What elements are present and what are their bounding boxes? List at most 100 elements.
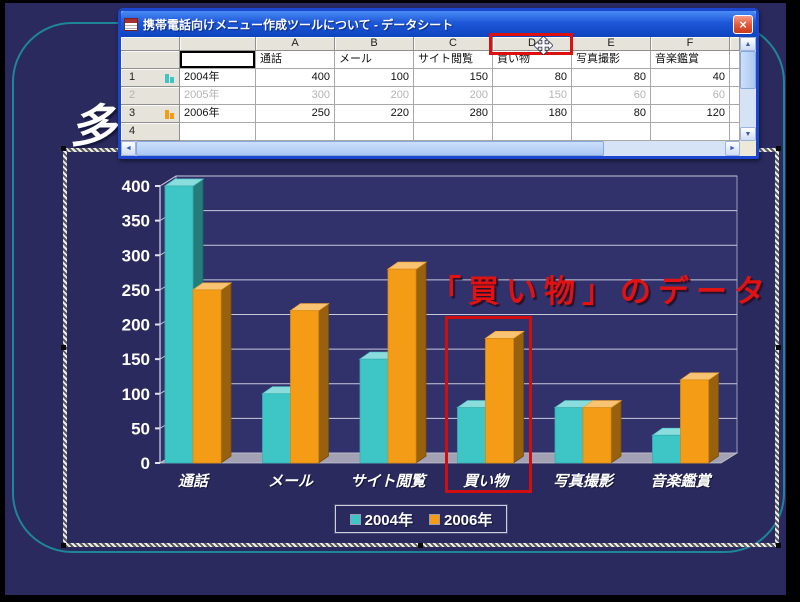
horizontal-scroll-track[interactable] xyxy=(604,141,725,156)
chart-bar[interactable] xyxy=(554,407,584,464)
value-cell[interactable] xyxy=(572,123,651,141)
value-cell[interactable]: 60 xyxy=(572,87,651,105)
selection-handle[interactable] xyxy=(61,345,66,350)
selection-handle[interactable] xyxy=(418,543,423,548)
column-header-C[interactable]: C xyxy=(414,37,493,51)
chart-bar[interactable] xyxy=(359,358,389,464)
row-header-blank[interactable] xyxy=(121,51,180,69)
category-cell[interactable]: 音楽鑑賞 xyxy=(651,51,730,69)
vertical-scrollbar[interactable]: ▲ ▼ xyxy=(740,37,756,141)
category-cell[interactable]: 写真撮影 xyxy=(572,51,651,69)
close-button[interactable]: × xyxy=(733,14,753,34)
value-cell[interactable]: 100 xyxy=(335,69,414,87)
chart-bar[interactable] xyxy=(262,393,291,464)
selection-handle[interactable] xyxy=(776,345,781,350)
chart-legend[interactable]: 2004年 2006年 xyxy=(335,505,507,533)
chart-bar-side[interactable] xyxy=(708,372,719,464)
category-cell[interactable]: 買い物 xyxy=(493,51,572,69)
datasheet-grid: A B C D E F 通話 メール サイト閲覧 買い物 写真撮影 音楽鑑賞 1 2004年 400 100 1… xyxy=(121,37,740,142)
value-cell[interactable]: 250 xyxy=(256,105,335,123)
chart-bar[interactable] xyxy=(192,289,222,464)
selection-handle[interactable] xyxy=(776,146,781,151)
chart-bar-side[interactable] xyxy=(220,282,232,464)
series-label-cell[interactable]: 2005年 xyxy=(180,87,256,105)
y-axis-tick-label: 400 xyxy=(122,177,150,196)
chart-bar-side[interactable] xyxy=(318,302,329,464)
selected-cell[interactable] xyxy=(180,51,256,69)
horizontal-scroll-thumb[interactable] xyxy=(136,141,604,156)
label-column-header[interactable] xyxy=(180,37,256,51)
y-axis-tick-label: 300 xyxy=(122,246,150,265)
value-cell[interactable]: 300 xyxy=(256,87,335,105)
series-label-cell[interactable]: 2004年 xyxy=(180,69,256,87)
value-cell[interactable]: 200 xyxy=(414,87,493,105)
column-header-E[interactable]: E xyxy=(572,37,651,51)
value-cell[interactable]: 280 xyxy=(414,105,493,123)
selection-handle[interactable] xyxy=(61,543,66,548)
table-row: 4 xyxy=(121,123,740,141)
value-cell[interactable]: 60 xyxy=(651,87,730,105)
category-cell[interactable]: サイト閲覧 xyxy=(414,51,493,69)
row-header-1[interactable]: 1 xyxy=(121,69,180,87)
resize-gripper[interactable] xyxy=(740,141,756,156)
highlight-rect-shopping-bars[interactable] xyxy=(445,316,532,493)
window-titlebar[interactable]: 携帯電話向けメニュー作成ツールについて - データシート × xyxy=(121,11,756,37)
legend-item[interactable]: 2004年 xyxy=(349,509,413,530)
value-cell[interactable] xyxy=(493,123,572,141)
value-cell[interactable]: 80 xyxy=(493,69,572,87)
value-cell[interactable]: 200 xyxy=(335,87,414,105)
corner-header[interactable] xyxy=(121,37,180,51)
chart-bar-side[interactable] xyxy=(415,261,427,464)
horizontal-scrollbar[interactable]: ◄ ► xyxy=(121,141,756,156)
annotation-shopping-data[interactable]: 「買い物」のデータ xyxy=(430,274,772,309)
y-axis-tick-label: 100 xyxy=(122,385,150,404)
chart-bar[interactable] xyxy=(485,337,514,464)
selection-handle[interactable] xyxy=(61,146,66,151)
value-cell[interactable]: 150 xyxy=(414,69,493,87)
scroll-right-button[interactable]: ► xyxy=(725,141,740,156)
chart-bar[interactable] xyxy=(680,379,709,464)
chart-bar[interactable] xyxy=(290,310,319,464)
table-row: 3 2006年 250 220 280 180 80 120 xyxy=(121,105,740,123)
scroll-down-button[interactable]: ▼ xyxy=(740,127,756,141)
category-cell[interactable]: メール xyxy=(335,51,414,69)
vertical-scroll-track[interactable] xyxy=(740,89,756,127)
value-cell[interactable]: 80 xyxy=(572,105,651,123)
value-cell[interactable]: 150 xyxy=(493,87,572,105)
chart-bar[interactable] xyxy=(652,434,681,464)
column-header-F[interactable]: F xyxy=(651,37,730,51)
series-label-cell[interactable]: 2006年 xyxy=(180,105,256,123)
column-header-B[interactable]: B xyxy=(335,37,414,51)
gridline xyxy=(159,175,177,187)
selection-handle[interactable] xyxy=(776,543,781,548)
vertical-scroll-thumb[interactable] xyxy=(740,51,756,89)
x-axis-category-shadow: 音楽鑑賞 xyxy=(651,473,713,491)
x-axis-category-shadow: 写真撮影 xyxy=(554,474,617,491)
column-header-A[interactable]: A xyxy=(256,37,335,51)
scroll-left-button[interactable]: ◄ xyxy=(121,141,136,156)
category-cell[interactable]: 通話 xyxy=(256,51,335,69)
value-cell[interactable]: 220 xyxy=(335,105,414,123)
row-header-2[interactable]: 2 xyxy=(121,87,180,105)
value-cell[interactable] xyxy=(256,123,335,141)
value-cell[interactable] xyxy=(414,123,493,141)
series-label-cell[interactable] xyxy=(180,123,256,141)
value-cell[interactable]: 180 xyxy=(493,105,572,123)
chart-bar-side[interactable] xyxy=(610,399,622,464)
value-cell[interactable]: 80 xyxy=(572,69,651,87)
value-cell[interactable] xyxy=(651,123,730,141)
legend-item[interactable]: 2006年 xyxy=(429,509,492,530)
value-cell[interactable]: 40 xyxy=(651,69,730,87)
value-cell[interactable] xyxy=(335,123,414,141)
chart-bar[interactable] xyxy=(164,185,194,464)
x-axis-category-shadow: 通話 xyxy=(179,473,211,491)
value-cell[interactable]: 400 xyxy=(256,69,335,87)
scroll-up-button[interactable]: ▲ xyxy=(740,37,756,51)
row-header-4[interactable]: 4 xyxy=(121,123,180,141)
legend-label: 2006年 xyxy=(444,511,493,529)
filler-cell xyxy=(730,87,740,105)
row-header-3[interactable]: 3 xyxy=(121,105,180,123)
chart-bar[interactable] xyxy=(387,268,417,464)
value-cell[interactable]: 120 xyxy=(651,105,730,123)
chart-bar[interactable] xyxy=(582,407,612,464)
